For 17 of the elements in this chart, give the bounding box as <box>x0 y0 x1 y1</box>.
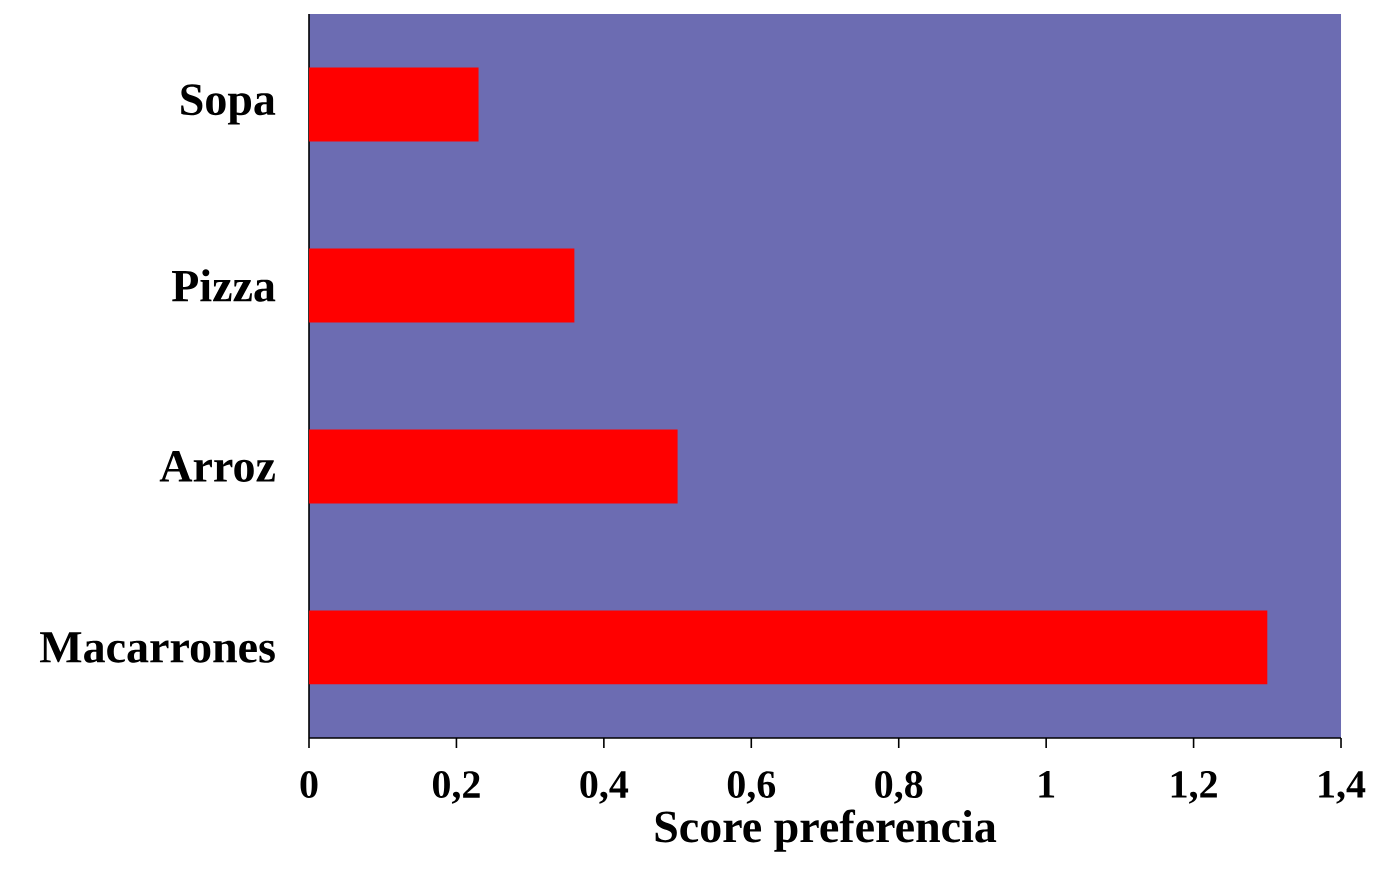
x-tick-label: 1,2 <box>1171 771 1217 804</box>
x-tick-label: 0 <box>300 771 318 799</box>
x-tick-label: 0,2 <box>432 771 480 804</box>
x-tick-label: 0,4 <box>580 771 629 804</box>
x-axis-title: Score preferencia <box>655 809 997 852</box>
y-tick-label: Arroz <box>159 451 275 482</box>
y-tick-label: Macarrones <box>39 632 275 663</box>
y-tick-label: Sopa <box>181 84 276 125</box>
bar <box>309 610 1268 685</box>
x-tick-label: 1,4 <box>1319 771 1366 804</box>
x-tick-label: 0,8 <box>875 771 923 804</box>
bar <box>309 429 678 504</box>
bar <box>309 248 575 323</box>
y-tick-label: Pizza <box>172 269 276 302</box>
bar <box>309 67 479 142</box>
x-tick-label: 0,6 <box>727 771 776 804</box>
x-tick-label: 1 <box>1039 771 1055 798</box>
